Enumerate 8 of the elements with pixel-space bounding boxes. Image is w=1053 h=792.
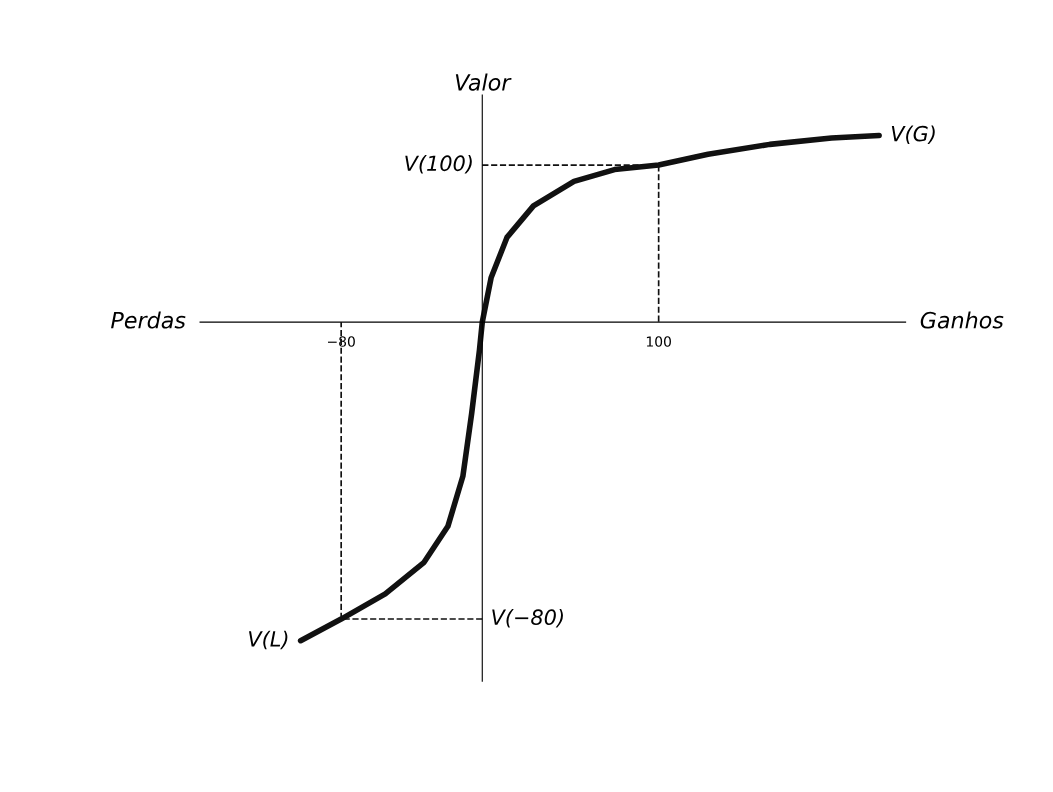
text: Perdas xyxy=(111,311,186,329)
annotation: V(L) xyxy=(249,630,288,650)
y-axis-title: Valor xyxy=(455,73,512,91)
annotation: V(100) xyxy=(405,155,472,174)
x-axis-title: Ganhos xyxy=(920,311,1004,329)
annotation: V(G) xyxy=(891,125,935,144)
x-tick-label: 100 xyxy=(646,336,671,347)
annotation: V(−80) xyxy=(492,608,563,628)
